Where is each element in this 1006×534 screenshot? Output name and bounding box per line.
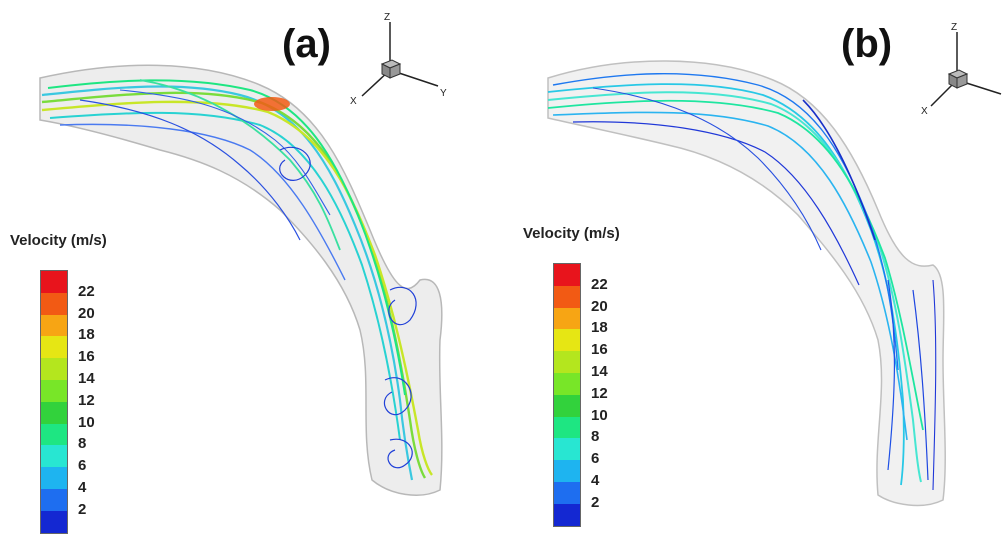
recirculation-loop	[388, 286, 417, 326]
colorbar-swatch	[41, 423, 67, 446]
colorbar-swatch	[41, 467, 67, 489]
velocity-legend-a: Velocity (m/s) 22 20 18 16 14 12 10 8 6 4 2	[10, 232, 107, 534]
axis-cube-icon	[380, 59, 402, 79]
streamline-plot-a	[39, 64, 443, 496]
high-velocity-zone	[254, 97, 290, 111]
streamline	[802, 99, 876, 241]
colorbar-swatch	[554, 438, 580, 461]
streamline	[552, 111, 908, 441]
colorbar-swatch	[41, 488, 67, 511]
colorbar-swatch	[554, 351, 580, 373]
colorbar-tick-label: 16	[78, 348, 95, 366]
colorbar-swatch	[41, 510, 67, 533]
streamline	[592, 87, 822, 251]
coordinate-axes-a: Z X Y	[350, 12, 447, 107]
velocity-legend-b: Velocity (m/s) 22 20 18 16 14 12 10 8 6 4 2	[523, 225, 620, 527]
colorbar-tick-label: 22	[591, 275, 608, 293]
colorbar-swatch	[554, 307, 580, 330]
colorbar-tick-label: 4	[591, 472, 600, 489]
legend-title: Velocity (m/s)	[10, 232, 107, 249]
colorbar-tick-label: 18	[78, 326, 95, 344]
streamline	[547, 99, 924, 431]
colorbar-swatch	[41, 379, 67, 402]
colorbar-tick-label: 20	[591, 297, 608, 315]
colorbar-tick-label: 20	[78, 304, 95, 322]
streamline	[41, 85, 414, 481]
streamline	[552, 73, 899, 371]
colorbar-tick-label: 10	[78, 413, 95, 431]
streamline	[79, 99, 301, 241]
colorbar-swatch	[41, 401, 67, 424]
panel-a: (a) Z X Y Velocity (m/s) 22 20 18 16 14 12 10 8…	[0, 0, 503, 534]
colorbar	[553, 263, 581, 527]
colorbar-swatch	[41, 445, 67, 468]
colorbar-swatch	[41, 292, 67, 315]
axis-cube-icon	[947, 69, 969, 89]
colorbar-tick-label: 2	[78, 500, 87, 518]
colorbar-tick-label: 8	[78, 435, 87, 453]
axis-z-label: Z	[951, 22, 957, 33]
colorbar-swatch	[41, 271, 67, 293]
streamline-plot-b	[547, 60, 946, 507]
recirculation-loop	[279, 146, 311, 181]
panel-label: (a)	[282, 22, 331, 66]
colorbar-swatch	[554, 460, 580, 482]
colorbar-swatch	[554, 503, 580, 526]
colorbar-tick-label: 4	[78, 479, 87, 496]
colorbar-tick-label: 6	[78, 457, 87, 475]
colorbar-tick-label: 22	[78, 282, 95, 300]
colorbar-swatch	[41, 358, 67, 380]
colorbar-swatch	[554, 264, 580, 286]
colorbar-swatch	[41, 314, 67, 337]
streamline	[912, 289, 929, 481]
colorbar-swatch	[554, 394, 580, 417]
streamline	[139, 79, 341, 251]
recirculation-loop	[387, 438, 413, 469]
streamline	[932, 279, 937, 491]
axis-z-label: Z	[384, 12, 390, 23]
panel-b: (b) Z X Velocity (m/s) 22 20 18 16 14 12 10 8 6 4…	[503, 0, 1006, 527]
colorbar-tick-label: 12	[591, 384, 608, 402]
vessel-surface-a	[39, 64, 443, 496]
streamline	[59, 123, 346, 281]
colorbar-tick-label: 14	[591, 363, 608, 380]
colorbar-tick-label: 8	[591, 428, 600, 446]
colorbar-swatch	[554, 329, 580, 352]
recirculation-loop	[383, 377, 412, 416]
colorbar-swatch	[554, 481, 580, 504]
colorbar-tick-label: 14	[78, 370, 95, 387]
colorbar-tick-label: 10	[591, 406, 608, 424]
streamline	[572, 121, 860, 286]
vessel-surface-b	[547, 60, 946, 507]
axis-y-label: Y	[440, 88, 447, 99]
colorbar	[40, 270, 68, 534]
colorbar-tick-label: 2	[591, 493, 600, 511]
axis-x-label: X	[921, 106, 928, 117]
axis-x-label: X	[350, 96, 357, 107]
colorbar-swatch	[554, 416, 580, 439]
colorbar-tick-label: 12	[78, 391, 95, 409]
streamline	[887, 279, 896, 471]
colorbar-tick-label: 6	[591, 450, 600, 468]
colorbar-tick-label: 16	[591, 341, 608, 359]
legend-title: Velocity (m/s)	[523, 225, 620, 242]
colorbar-swatch	[41, 336, 67, 359]
panel-label: (b)	[841, 22, 893, 66]
colorbar-tick-label: 18	[591, 319, 608, 337]
streamline	[49, 111, 401, 441]
streamline	[119, 89, 331, 216]
coordinate-axes-b: Z X	[921, 22, 1002, 117]
colorbar-swatch	[554, 285, 580, 308]
colorbar-swatch	[554, 372, 580, 395]
